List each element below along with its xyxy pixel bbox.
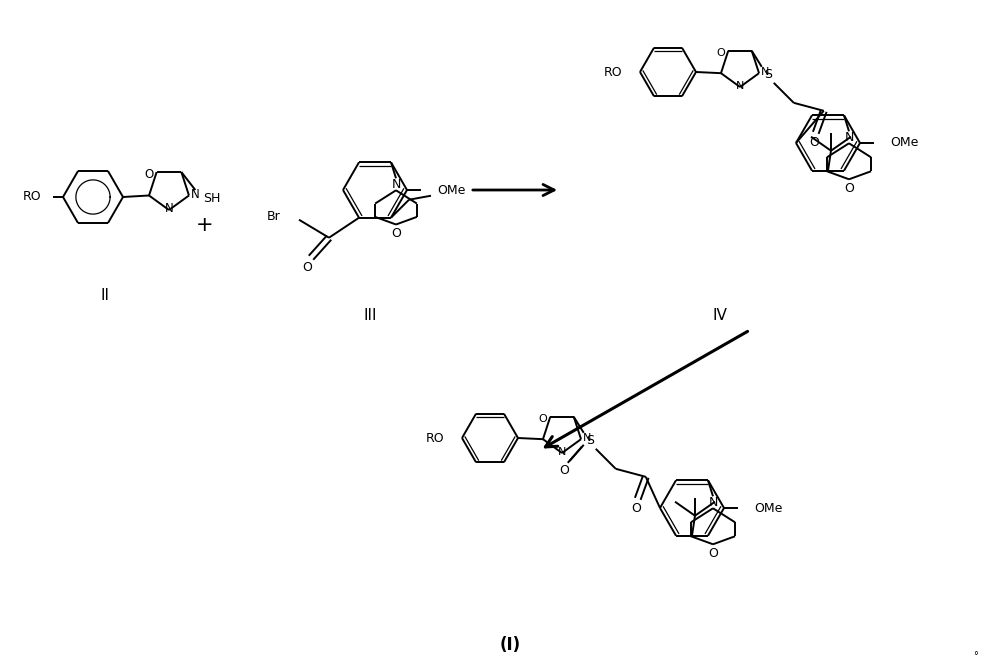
Text: N: N <box>583 433 591 443</box>
Text: O: O <box>144 168 154 180</box>
Text: O: O <box>559 464 569 478</box>
Text: O: O <box>809 137 819 149</box>
Text: (I): (I) <box>499 636 521 654</box>
Text: O: O <box>538 414 547 424</box>
Text: N: N <box>165 202 173 216</box>
Text: O: O <box>716 48 725 58</box>
Text: O: O <box>631 502 641 515</box>
Text: RO: RO <box>425 432 444 444</box>
Text: SH: SH <box>203 192 221 204</box>
Text: IV: IV <box>713 308 727 322</box>
Text: N: N <box>844 131 854 144</box>
Text: II: II <box>100 288 110 302</box>
Text: O: O <box>391 226 401 240</box>
Text: OMe: OMe <box>437 184 465 196</box>
Text: N: N <box>736 81 744 91</box>
Text: °: ° <box>973 651 977 661</box>
Text: +: + <box>196 215 214 235</box>
Text: S: S <box>764 69 772 81</box>
Text: Br: Br <box>267 210 281 223</box>
Text: OMe: OMe <box>890 137 918 149</box>
Text: RO: RO <box>603 65 622 79</box>
Text: O: O <box>708 547 718 560</box>
Text: III: III <box>363 308 377 322</box>
Text: N: N <box>708 496 718 509</box>
Text: N: N <box>191 188 200 201</box>
Text: N: N <box>761 67 769 77</box>
Text: O: O <box>302 261 312 274</box>
Text: S: S <box>586 434 594 448</box>
Text: RO: RO <box>22 190 41 204</box>
Text: N: N <box>558 447 566 457</box>
Text: OMe: OMe <box>754 501 782 515</box>
Text: N: N <box>391 178 401 190</box>
Text: O: O <box>844 182 854 194</box>
